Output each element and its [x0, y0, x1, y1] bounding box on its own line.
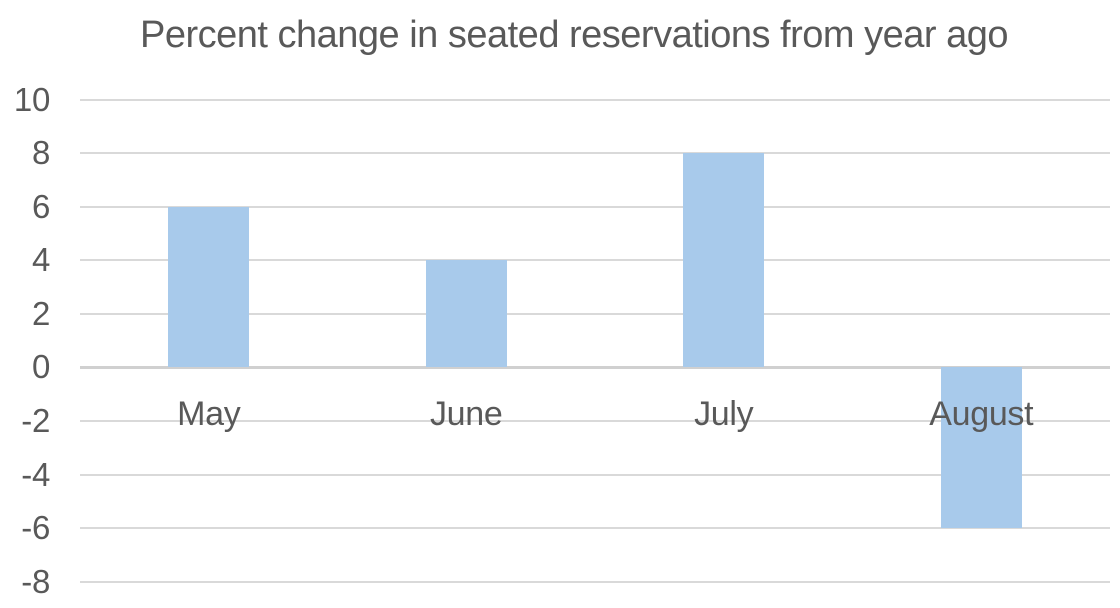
- y-axis-tick-label: 10: [13, 80, 50, 118]
- y-axis-tick-label: 4: [31, 241, 50, 279]
- gridline-y8: [80, 152, 1110, 155]
- y-axis-tick-label: 0: [31, 348, 50, 386]
- y-axis-tick-label: -2: [21, 401, 50, 439]
- gridline-y-2: [80, 419, 1110, 422]
- x-axis-label-july: July: [694, 395, 754, 434]
- y-axis-tick-label: 8: [31, 134, 50, 172]
- x-axis-label-june: June: [429, 395, 503, 434]
- gridline-y10: [80, 98, 1110, 101]
- gridline-y-8: [80, 580, 1110, 583]
- bar-july: [683, 153, 765, 368]
- x-axis-label-may: May: [177, 395, 241, 434]
- chart-title: Percent change in seated reservations fr…: [139, 14, 1009, 56]
- y-axis-tick-label: -4: [21, 455, 50, 493]
- bar-august: [940, 367, 1022, 529]
- x-axis-label-august: August: [929, 395, 1034, 434]
- gridline-y6: [80, 205, 1110, 208]
- gridline-y-6: [80, 527, 1110, 530]
- y-axis-tick-label: 2: [31, 294, 50, 332]
- y-axis-tick-label: -8: [21, 562, 50, 600]
- y-axis-tick-label: 6: [31, 187, 50, 225]
- x-axis-zero-line: [80, 365, 1110, 369]
- y-axis-tick-label: -6: [21, 509, 50, 547]
- gridline-y-4: [80, 473, 1110, 476]
- bar-may: [168, 206, 250, 368]
- gridline-y2: [80, 312, 1110, 315]
- gridline-y4: [80, 259, 1110, 262]
- bar-june: [425, 260, 507, 368]
